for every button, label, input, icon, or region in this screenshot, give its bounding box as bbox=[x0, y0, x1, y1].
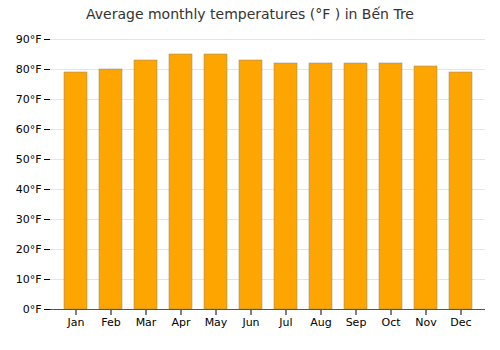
svg-text:10°F: 10°F bbox=[16, 273, 42, 286]
svg-text:70°F: 70°F bbox=[16, 93, 42, 106]
svg-text:20°F: 20°F bbox=[16, 243, 42, 256]
svg-text:Sep: Sep bbox=[346, 316, 367, 329]
svg-text:80°F: 80°F bbox=[16, 63, 42, 76]
svg-text:30°F: 30°F bbox=[16, 213, 42, 226]
svg-text:Apr: Apr bbox=[171, 316, 191, 329]
html-text:Average monthly temperatures (: Average monthly temperatures (°F ) in Bế… bbox=[86, 6, 414, 22]
svg-text:Feb: Feb bbox=[101, 316, 120, 329]
svg-text:Jun: Jun bbox=[241, 316, 259, 329]
svg-text:60°F: 60°F bbox=[16, 123, 42, 136]
svg-text:Jul: Jul bbox=[278, 316, 292, 329]
svg-text:Dec: Dec bbox=[450, 316, 471, 329]
svg-text:Oct: Oct bbox=[381, 316, 401, 329]
svg-text:0°F: 0°F bbox=[23, 303, 42, 316]
svg-text:40°F: 40°F bbox=[16, 183, 42, 196]
svg-text:Jan: Jan bbox=[67, 316, 85, 329]
svg-text:Nov: Nov bbox=[415, 316, 437, 329]
svg-text:Mar: Mar bbox=[136, 316, 157, 329]
svg-text:May: May bbox=[205, 316, 228, 329]
svg-text:Aug: Aug bbox=[310, 316, 331, 329]
svg-text:90°F: 90°F bbox=[16, 33, 42, 46]
svg-text:50°F: 50°F bbox=[16, 153, 42, 166]
